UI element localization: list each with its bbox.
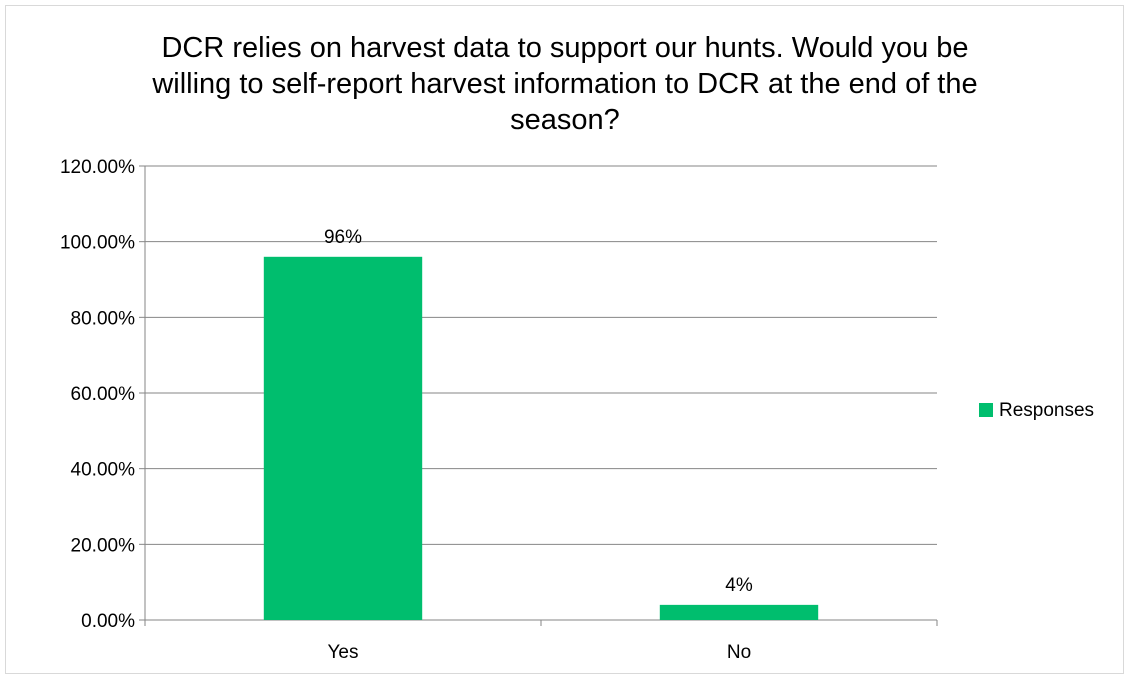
y-tick-label: 0.00% bbox=[81, 611, 135, 632]
legend-label: Responses bbox=[999, 400, 1094, 421]
y-tick-label: 80.00% bbox=[71, 308, 136, 329]
bar-no bbox=[659, 604, 819, 620]
legend-swatch bbox=[979, 403, 993, 417]
y-tick-label: 60.00% bbox=[71, 384, 136, 405]
data-label-no: 4% bbox=[725, 575, 753, 596]
y-tick-label: 20.00% bbox=[71, 535, 136, 556]
x-tick-label-yes: Yes bbox=[328, 642, 359, 663]
chart-title: DCR relies on harvest data to support ou… bbox=[152, 32, 978, 136]
y-tick-label: 120.00% bbox=[60, 157, 135, 178]
bar-yes bbox=[263, 256, 423, 620]
data-label-yes: 96% bbox=[324, 227, 362, 248]
y-tick-label: 40.00% bbox=[71, 460, 136, 481]
y-tick-label: 100.00% bbox=[60, 233, 135, 254]
x-tick-label-no: No bbox=[727, 642, 751, 663]
chart-frame bbox=[5, 5, 1124, 674]
